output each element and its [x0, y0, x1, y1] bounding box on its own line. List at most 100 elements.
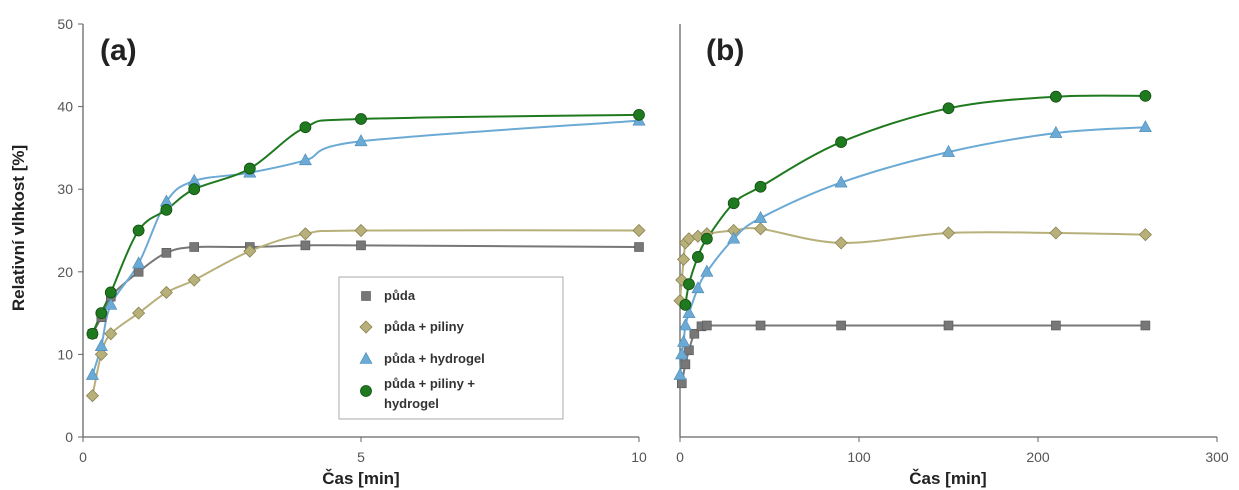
data-point-puda-hydrogel — [754, 210, 768, 223]
y-tick-label: 10 — [57, 346, 73, 362]
data-point-puda — [676, 378, 687, 389]
data-point-puda-piliny-hydrogel — [1050, 90, 1062, 103]
x-tick-label: 300 — [1205, 449, 1229, 465]
data-point-puda-piliny-hydrogel — [132, 224, 145, 237]
series-line-puda-piliny-hydrogel — [684, 94, 1146, 305]
data-point-puda — [161, 248, 172, 258]
data-point-puda-piliny-hydrogel — [754, 180, 767, 193]
legend-label-puda-piliny-hydrogel-line1: půda + piliny + — [384, 376, 475, 391]
data-point-puda-hydrogel — [941, 144, 956, 157]
data-point-puda-hydrogel — [1049, 125, 1063, 138]
x-tick-label: 200 — [1026, 449, 1050, 465]
legend-marker-puda-piliny-hydrogel — [360, 385, 372, 397]
series-line-puda-piliny — [679, 227, 1146, 301]
legend-entry-puda-piliny-hydrogel: půda + piliny + hydrogel — [360, 376, 475, 411]
data-point-puda-hydrogel — [677, 334, 691, 347]
data-point-puda-piliny — [187, 273, 201, 287]
y-tick-label: 20 — [57, 264, 73, 280]
data-point-puda-hydrogel — [298, 153, 312, 166]
x-tick-label: 10 — [631, 449, 647, 465]
legend-entry-puda-hydrogel: půda + hydrogel — [359, 351, 485, 366]
data-point-puda-piliny — [94, 347, 108, 361]
data-point-puda-hydrogel — [675, 347, 689, 360]
data-point-puda — [1051, 320, 1061, 331]
data-point-puda-piliny — [941, 226, 956, 240]
data-point-puda-hydrogel — [104, 297, 118, 310]
y-tick-label: 30 — [57, 181, 73, 197]
panel-a: 0 10 20 30 40 50 0 5 10 Čas [min] (a) — [57, 16, 647, 488]
data-point-puda — [189, 242, 199, 252]
data-point-puda-piliny — [753, 222, 768, 236]
data-point-puda-hydrogel — [700, 264, 714, 277]
legend-marker-puda-piliny — [359, 320, 373, 334]
legend: půda půda + piliny půda + hydrogel půda … — [338, 276, 564, 420]
data-point-puda-piliny-hydrogel — [299, 121, 312, 134]
data-point-puda-piliny — [159, 285, 173, 300]
data-point-puda-piliny — [132, 306, 146, 320]
data-point-puda-piliny-hydrogel — [1139, 89, 1152, 102]
data-point-puda — [356, 240, 366, 251]
data-point-puda-piliny-hydrogel — [243, 162, 256, 175]
y-axis-title-group: Relativní vlhkost [%] — [9, 145, 28, 311]
data-point-puda — [689, 328, 700, 339]
data-point-puda-hydrogel — [678, 318, 692, 331]
panel-b: 0 100 200 300 Čas [min] (b) — [673, 24, 1229, 488]
data-point-puda-piliny-hydrogel — [942, 102, 955, 115]
data-point-puda-piliny-hydrogel — [86, 327, 99, 340]
x-tick-label: 100 — [847, 449, 871, 465]
data-point-puda-hydrogel — [85, 367, 99, 380]
data-point-puda — [634, 242, 644, 252]
data-point-puda-piliny-hydrogel — [692, 251, 704, 263]
data-point-puda-piliny — [104, 327, 118, 341]
legend-label-puda-piliny-hydrogel-line2: hydrogel — [384, 396, 439, 411]
panel-label: (b) — [706, 34, 744, 67]
x-tick-label: 5 — [357, 449, 365, 465]
x-tick-label: 0 — [676, 449, 684, 465]
data-point-puda-piliny — [632, 223, 646, 238]
data-point-puda-piliny — [243, 244, 257, 258]
data-point-puda-hydrogel — [132, 256, 146, 269]
legend-label-puda-piliny: půda + piliny — [384, 319, 465, 334]
panel-label: (a) — [100, 34, 137, 67]
legend-marker-puda-hydrogel — [359, 351, 373, 364]
data-point-puda-piliny-hydrogel — [700, 232, 713, 245]
data-point-puda-piliny-hydrogel — [683, 278, 695, 291]
series-line-puda-hydrogel — [679, 126, 1146, 376]
data-point-puda-hydrogel — [727, 231, 741, 244]
data-point-puda — [684, 345, 694, 356]
data-point-puda-piliny — [354, 223, 368, 238]
series-line-puda — [680, 324, 1146, 384]
data-point-puda-hydrogel — [354, 134, 368, 147]
x-tick-label: 0 — [79, 449, 87, 465]
data-point-puda — [702, 320, 712, 331]
data-point-puda-piliny-hydrogel — [188, 183, 201, 196]
data-point-puda-piliny-hydrogel — [160, 203, 173, 216]
data-point-puda-piliny-hydrogel — [95, 307, 108, 320]
data-point-puda-piliny-hydrogel — [835, 136, 847, 149]
y-axis-title: Relativní vlhkost [%] — [9, 145, 28, 311]
data-point-puda — [943, 320, 954, 331]
y-tick-label: 40 — [57, 99, 73, 115]
data-point-puda-piliny — [834, 236, 848, 250]
data-point-puda-piliny — [677, 252, 691, 266]
data-point-puda-piliny-hydrogel — [104, 286, 117, 299]
data-point-puda-piliny-hydrogel — [633, 108, 645, 121]
data-point-puda — [1140, 320, 1151, 331]
data-point-puda — [300, 240, 311, 251]
legend-box — [338, 276, 564, 420]
data-point-puda-hydrogel — [94, 339, 108, 351]
data-point-puda-piliny-hydrogel — [355, 113, 367, 125]
data-point-puda-hydrogel — [673, 367, 687, 380]
legend-marker-puda — [361, 291, 371, 301]
x-axis-title: Čas [min] — [909, 469, 986, 488]
data-point-puda-piliny-hydrogel — [679, 298, 692, 311]
data-point-puda-hydrogel — [1138, 120, 1152, 133]
data-point-puda-hydrogel — [834, 175, 848, 188]
y-tick-label: 0 — [65, 429, 73, 445]
legend-label-puda: půda — [384, 288, 416, 303]
legend-entry-puda: půda — [361, 288, 416, 303]
legend-label-puda-hydrogel: půda + hydrogel — [384, 351, 485, 366]
data-point-puda-piliny-hydrogel — [727, 197, 740, 210]
data-point-puda-hydrogel — [682, 305, 696, 318]
